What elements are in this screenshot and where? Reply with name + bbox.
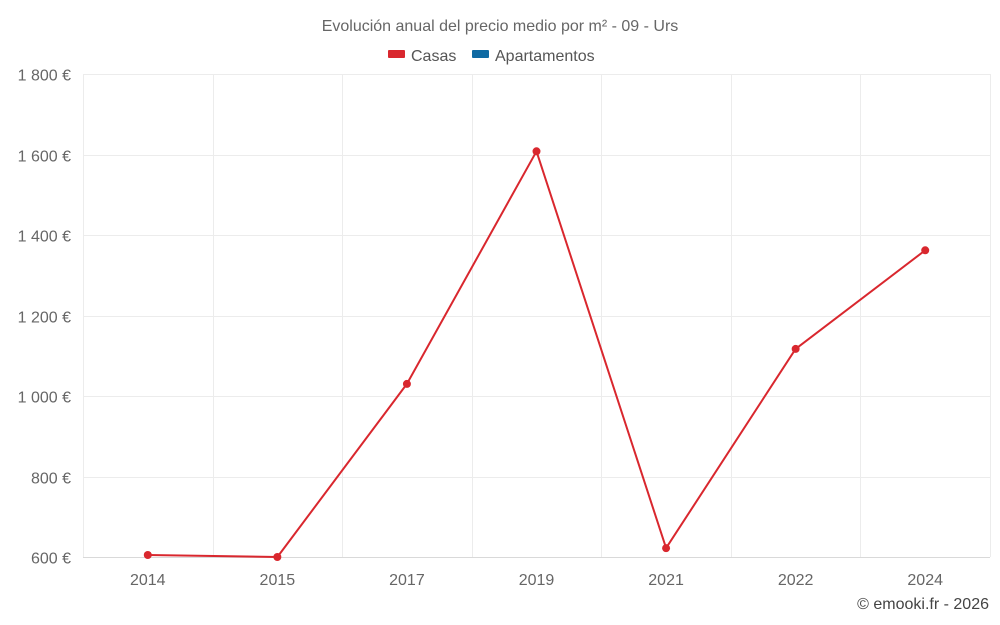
x-tick-label: 2021 [648, 572, 684, 589]
x-tick-label: 2014 [130, 572, 166, 589]
legend-label-apartamentos: Apartamentos [495, 48, 595, 65]
y-tick-label: 600 € [31, 551, 71, 568]
x-gridlines [83, 74, 991, 557]
chart-title: Evolución anual del precio medio por m² … [322, 18, 679, 35]
legend-swatch-casas [388, 50, 405, 58]
legend-item-apartamentos[interactable]: Apartamentos [472, 48, 595, 65]
y-tick-labels: 600 € 800 € 1 000 € 1 200 € 1 400 € 1 600 € 1 … [18, 68, 71, 568]
y-gridlines [83, 74, 990, 478]
data-point-casas[interactable] [402, 379, 411, 388]
y-tick-label: 800 € [31, 471, 71, 488]
x-tick-label: 2017 [389, 572, 425, 589]
x-tick-label: 2019 [519, 572, 555, 589]
legend-swatch-apartamentos [472, 50, 489, 58]
series-line-casas [147, 150, 926, 558]
data-point-casas[interactable] [791, 344, 800, 353]
x-tick-labels: 2014 2015 2017 2019 2021 2022 2024 [130, 572, 943, 589]
legend: Casas Apartamentos [388, 48, 595, 65]
credit-text: © emooki.fr - 2026 [857, 596, 989, 613]
x-tick-label: 2015 [260, 572, 296, 589]
data-point-casas[interactable] [921, 246, 930, 255]
series-casas [143, 147, 930, 561]
x-tick-label: 2024 [907, 572, 943, 589]
data-point-casas[interactable] [273, 553, 282, 561]
x-tick-label: 2022 [778, 572, 814, 589]
data-point-casas[interactable] [662, 544, 671, 553]
legend-label-casas: Casas [411, 48, 456, 65]
legend-item-casas[interactable]: Casas [388, 48, 456, 65]
y-tick-label: 1 000 € [18, 390, 71, 407]
data-point-casas[interactable] [532, 147, 541, 156]
data-point-casas[interactable] [143, 550, 152, 559]
y-tick-label: 1 200 € [18, 310, 71, 327]
y-tick-label: 1 400 € [18, 229, 71, 246]
y-tick-label: 1 600 € [18, 149, 71, 166]
y-tick-label: 1 800 € [18, 68, 71, 85]
